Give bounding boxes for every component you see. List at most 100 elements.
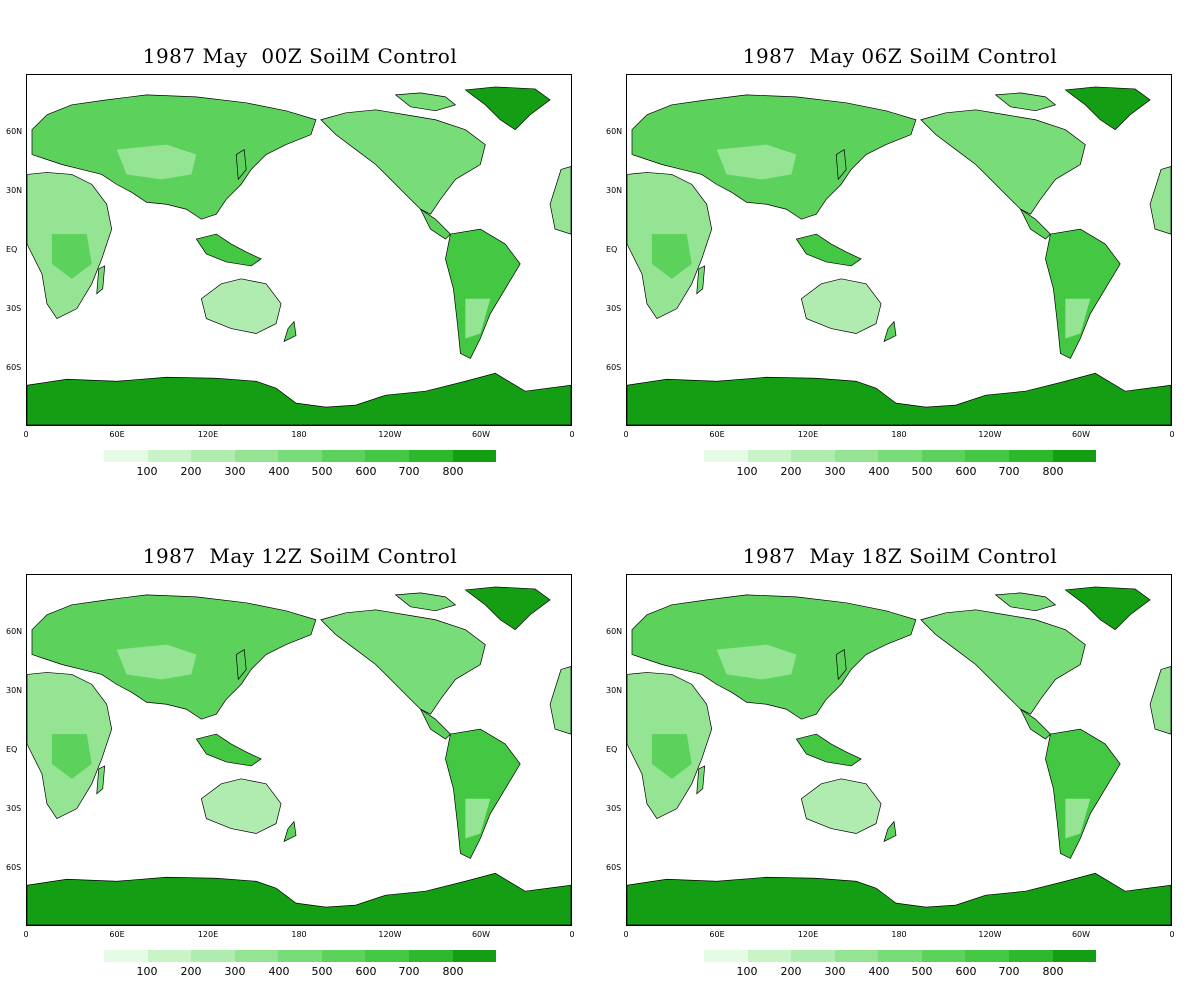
colorbar xyxy=(104,950,497,962)
latitude-tick-label: EQ xyxy=(6,245,18,254)
longitude-tick-label: 120E xyxy=(197,430,219,439)
colorbar-swatch xyxy=(452,450,497,462)
panel-title: 1987 May 06Z SoilM Control xyxy=(742,44,1058,68)
colorbar-swatch xyxy=(704,950,748,962)
latitude-tick-label: 60N xyxy=(606,627,623,636)
colorbar-tick-label: 700 xyxy=(998,465,1020,478)
colorbar-swatch xyxy=(365,450,409,462)
colorbar-tick-label: 300 xyxy=(224,465,246,478)
antarctica-landmass xyxy=(27,872,571,925)
japan-landmass xyxy=(235,648,247,681)
central-asia-patch xyxy=(116,144,197,180)
new-zealand-landmass xyxy=(283,320,297,343)
longitude-tick-label: 60W xyxy=(1071,930,1091,939)
colorbar-swatch xyxy=(878,950,922,962)
colorbar-tick-label: 600 xyxy=(355,965,377,978)
colorbar-swatch xyxy=(1008,450,1053,462)
new-zealand-landmass xyxy=(883,820,897,843)
longitude-tick-label: 60E xyxy=(109,430,125,439)
north-america-landmass xyxy=(320,609,486,715)
colorbar-tick-label: 400 xyxy=(268,965,290,978)
longitude-tick-label: 0 xyxy=(1169,930,1175,939)
colorbar-swatch xyxy=(834,950,879,962)
madagascar-landmass xyxy=(696,765,706,795)
longitude-tick-label: 120E xyxy=(797,930,819,939)
colorbar-swatch xyxy=(878,450,922,462)
madagascar-landmass xyxy=(96,265,106,295)
colorbar-swatch xyxy=(452,950,497,962)
new-zealand-landmass xyxy=(883,320,897,343)
map-panel: 1987 May 18Z SoilM Control 60N 30N xyxy=(600,500,1200,1000)
colorbar-tick-label: 100 xyxy=(736,465,758,478)
longitude-tick-label: 0 xyxy=(23,930,29,939)
latitude-tick-label: 30S xyxy=(6,804,22,813)
longitude-tick-label: 120W xyxy=(378,930,402,939)
latitude-tick-label: 60N xyxy=(6,127,23,136)
colorbar xyxy=(104,450,497,462)
latitude-tick-label: 30S xyxy=(606,804,622,813)
map-plot-area xyxy=(626,574,1172,926)
longitude-tick-label: 60E xyxy=(709,430,725,439)
colorbar-swatch xyxy=(965,950,1009,962)
colorbar-swatch xyxy=(104,450,148,462)
west-africa-edge xyxy=(1149,666,1171,735)
maritime-asia-landmass xyxy=(795,233,862,267)
colorbar-tick-label: 800 xyxy=(1042,465,1064,478)
longitude-tick-label: 120W xyxy=(978,930,1002,939)
colorbar-tick-label: 100 xyxy=(736,965,758,978)
colorbar-swatch xyxy=(234,950,279,962)
colorbar-tick-label: 700 xyxy=(998,965,1020,978)
map-panel: 1987 May 06Z SoilM Control 60N 30N xyxy=(600,0,1200,500)
colorbar-swatch xyxy=(147,950,192,962)
longitude-tick-label: 120W xyxy=(378,430,402,439)
antarctica-landmass xyxy=(27,372,571,425)
longitude-tick-label: 180 xyxy=(291,430,307,439)
southern-south-america-patch xyxy=(1065,298,1091,339)
longitude-tick-label: 0 xyxy=(569,930,575,939)
colorbar-swatch xyxy=(1052,450,1097,462)
latitude-tick-label: 60S xyxy=(606,863,622,872)
colorbar-tick-label: 400 xyxy=(868,465,890,478)
central-america-landmass xyxy=(1019,708,1051,740)
panel-title: 1987 May 00Z SoilM Control xyxy=(142,44,458,68)
arctic-islands xyxy=(394,592,457,612)
colorbar-tick-label: 600 xyxy=(955,965,977,978)
colorbar-tick-label: 200 xyxy=(780,465,802,478)
japan-landmass xyxy=(235,148,247,181)
antarctica-landmass xyxy=(627,372,1171,425)
central-asia-patch xyxy=(116,644,197,680)
colorbar xyxy=(704,450,1097,462)
longitude-tick-label: 0 xyxy=(623,430,629,439)
colorbar-tick-label: 600 xyxy=(355,465,377,478)
west-africa-edge xyxy=(549,166,571,235)
colorbar-swatch xyxy=(921,950,966,962)
new-zealand-landmass xyxy=(283,820,297,843)
madagascar-landmass xyxy=(696,265,706,295)
longitude-tick-label: 60E xyxy=(109,930,125,939)
west-africa-edge xyxy=(549,666,571,735)
latitude-tick-label: 60S xyxy=(6,863,22,872)
australia-landmass xyxy=(800,778,882,834)
latitude-tick-label: 30N xyxy=(6,186,23,195)
colorbar-tick-label: 400 xyxy=(268,465,290,478)
colorbar-swatch xyxy=(921,450,966,462)
southern-south-america-patch xyxy=(1065,798,1091,839)
central-america-landmass xyxy=(419,708,451,740)
arctic-islands xyxy=(994,92,1057,112)
colorbar-swatch xyxy=(791,950,835,962)
madagascar-landmass xyxy=(96,765,106,795)
antarctica-landmass xyxy=(627,872,1171,925)
colorbar-swatch xyxy=(965,450,1009,462)
map-panel: 1987 May 12Z SoilM Control 60N 30N xyxy=(0,500,600,1000)
arctic-islands xyxy=(394,92,457,112)
longitude-tick-label: 120W xyxy=(978,430,1002,439)
southern-south-america-patch xyxy=(465,798,491,839)
colorbar-tick-label: 700 xyxy=(398,965,420,978)
japan-landmass xyxy=(835,148,847,181)
longitude-tick-label: 0 xyxy=(23,430,29,439)
colorbar-swatch xyxy=(191,450,235,462)
latitude-tick-label: EQ xyxy=(606,745,618,754)
greenland-landmass xyxy=(1064,586,1151,631)
longitude-tick-label: 180 xyxy=(891,930,907,939)
south-america-landmass xyxy=(1045,728,1121,859)
